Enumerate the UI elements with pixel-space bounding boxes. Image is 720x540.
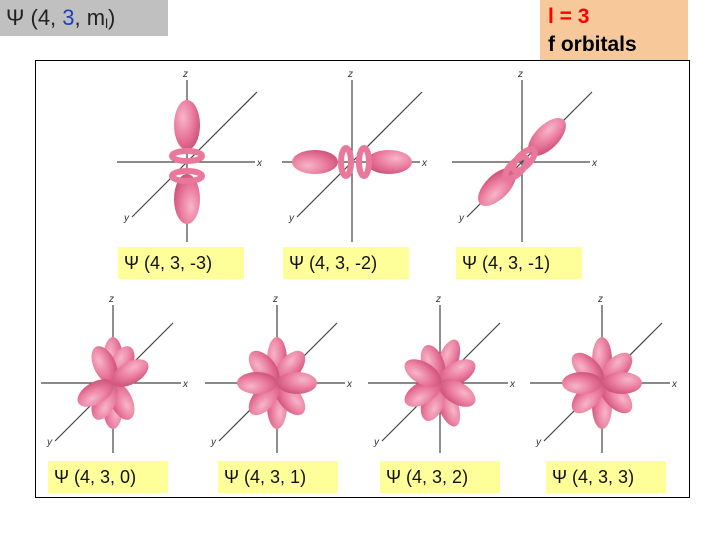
orbital-label-m-1: Ψ (4, 3, 1) (218, 461, 338, 493)
orbital-lobe (292, 150, 338, 174)
orbital-lobe (174, 100, 200, 150)
orbital-figure-frame (35, 60, 690, 498)
orbital-lobe (77, 379, 114, 407)
x-axis-label: x (421, 158, 428, 169)
x-axis-label: x (346, 379, 353, 390)
quantum-number-l: l = 3 (548, 5, 590, 28)
orbital-label-m-neg1: Ψ (4, 3, -1) (456, 247, 582, 279)
x-axis-label: x (256, 158, 263, 169)
orbital-diagram-m-3: x z y (530, 294, 678, 453)
z-axis-label: z (108, 294, 114, 305)
orbital-diagram-m-1: x z y (205, 294, 353, 453)
y-axis-label: y (535, 437, 542, 448)
orbital-lobe (404, 359, 441, 387)
y-axis-label: y (373, 437, 380, 448)
orbital-diagram-m-neg1: x z y (452, 69, 598, 242)
orbital-torus (169, 148, 205, 164)
title-prefix: Ψ (4, (6, 5, 63, 30)
orbital-lobe (602, 372, 642, 394)
orbital-diagram-m-0: x z y (41, 294, 189, 453)
orbital-lobe (562, 372, 602, 394)
title-subscript: l (105, 16, 108, 31)
z-axis-label: z (435, 294, 441, 305)
z-axis-label: z (597, 294, 603, 305)
x-axis-label: x (671, 379, 678, 390)
x-axis-label: x (182, 379, 189, 390)
y-axis-label: y (46, 437, 53, 448)
orbital-lobe (527, 118, 566, 157)
orbital-lobe (174, 174, 200, 224)
orbital-diagram-m-neg2: x z y (282, 69, 428, 242)
z-axis-label: z (347, 69, 353, 80)
y-axis-label: y (210, 437, 217, 448)
y-axis-label: y (288, 213, 295, 224)
orbital-label-m-3: Ψ (4, 3, 3) (546, 461, 666, 493)
orbital-type-tag: l = 3 f orbitals (540, 0, 688, 60)
orbital-diagram-m-2: x z y (368, 294, 516, 453)
orbital-lobe (112, 359, 149, 387)
orbital-label-m-neg3: Ψ (4, 3, -3) (118, 247, 244, 279)
orbital-lobe (366, 150, 412, 174)
y-axis-label: y (458, 213, 465, 224)
orbital-label-m-neg2: Ψ (4, 3, -2) (283, 247, 409, 279)
x-axis-label: x (591, 158, 598, 169)
orbital-label-m-2: Ψ (4, 3, 2) (380, 461, 500, 493)
z-axis-label: z (272, 294, 278, 305)
orbital-type-label: f orbitals (548, 33, 637, 56)
orbital-title: Ψ (4, 3, ml) (0, 0, 168, 36)
z-axis-label: z (182, 69, 188, 80)
title-l-value: 3 (62, 5, 75, 30)
y-axis-label: y (123, 213, 130, 224)
orbital-lobe (237, 372, 277, 394)
orbital-label-m-0: Ψ (4, 3, 0) (48, 461, 168, 493)
title-separator: , m (74, 5, 106, 30)
title-suffix: ) (107, 5, 116, 30)
z-axis-label: z (517, 69, 523, 80)
orbital-lobe (277, 372, 317, 394)
orbital-lobe (91, 346, 118, 384)
x-axis-label: x (509, 379, 516, 390)
orbital-lobe (439, 379, 476, 407)
orbital-torus (169, 168, 205, 184)
orbital-diagram-m-neg3: x z y (117, 69, 263, 242)
